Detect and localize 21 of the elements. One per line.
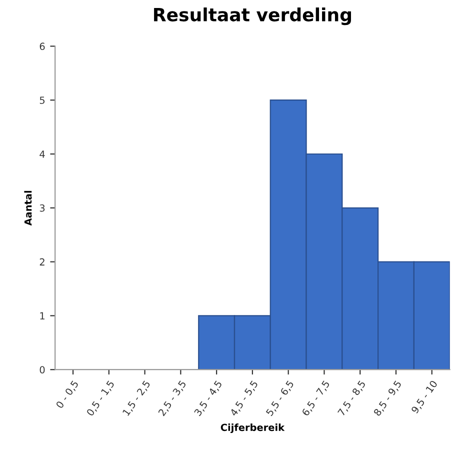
- x-tick-label: 0,5 - 1,5: [86, 380, 116, 417]
- x-tick-label: 2,5 - 3,5: [158, 380, 188, 417]
- x-tick-label: 8,5 - 9,5: [373, 380, 402, 417]
- x-tick-label: 6,5 - 7,5: [301, 380, 331, 417]
- x-tick-label: 5,5 - 6,5: [266, 380, 295, 417]
- chart-title: Resultaat verdeling: [154, 7, 351, 26]
- x-tick-label: 0 - 0,5: [56, 380, 80, 410]
- y-tick-label: 4: [40, 150, 45, 158]
- y-tick-label: 1: [40, 312, 44, 320]
- y-tick-label: 0: [40, 366, 45, 374]
- x-tick-label: 9,5 - 10: [410, 380, 438, 414]
- y-tick-label: 5: [40, 96, 45, 104]
- x-tick-label: 4,5 - 5,5: [230, 380, 259, 418]
- y-tick-label: 6: [40, 42, 45, 50]
- x-axis-title: Cijferbereik: [220, 424, 285, 434]
- y-axis-title: Aantal: [24, 190, 32, 226]
- x-tick-label: 7,5 - 8,5: [337, 380, 367, 417]
- x-tick-label: 3,5 - 4,5: [194, 380, 224, 417]
- y-tick-label: 3: [40, 204, 45, 212]
- x-tick-label: 1,5 - 2,5: [122, 380, 152, 417]
- y-tick-label: 2: [40, 258, 44, 266]
